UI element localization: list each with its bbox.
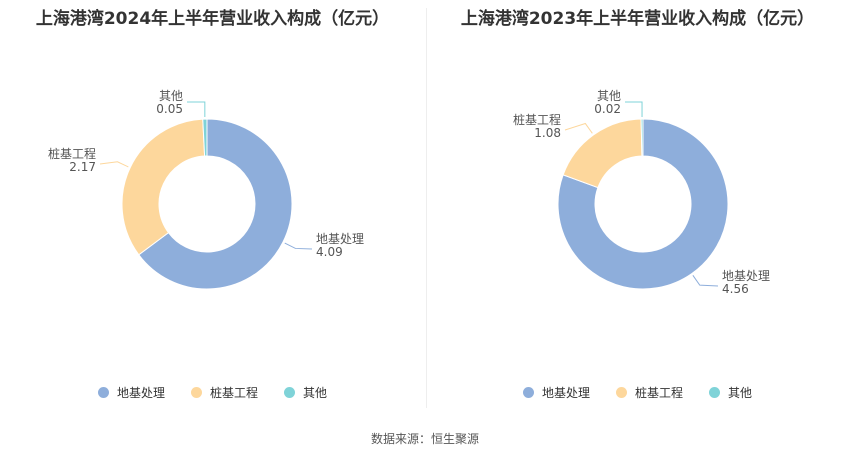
chart-panel-2024: 上海港湾2024年上半年营业收入构成（亿元） 地基处理 4.09 桩基工程 2.17 其… bbox=[0, 0, 425, 420]
legend-item-其他[interactable]: 其他 bbox=[284, 384, 327, 401]
leader-line bbox=[564, 122, 593, 134]
slice-label-name: 地基处理 bbox=[316, 232, 364, 246]
legend-dot-icon bbox=[190, 387, 202, 398]
legend-item-地基处理[interactable]: 地基处理 bbox=[97, 384, 165, 401]
legend: 地基处理 桩基工程 其他 bbox=[425, 384, 850, 401]
leader-line bbox=[284, 242, 313, 250]
leader-line bbox=[187, 101, 206, 118]
pie-slice-地基处理[interactable] bbox=[557, 118, 729, 290]
legend-label: 桩基工程 bbox=[634, 386, 683, 400]
pie-slice-其他[interactable] bbox=[202, 118, 208, 157]
slice-label-name: 地基处理 bbox=[722, 269, 770, 283]
pie-slice-地基处理[interactable] bbox=[138, 118, 293, 290]
pie-slice-桩基工程[interactable] bbox=[562, 118, 643, 189]
legend-item-其他[interactable]: 其他 bbox=[709, 384, 752, 401]
pie-slice-其他[interactable] bbox=[640, 118, 644, 157]
legend-item-地基处理[interactable]: 地基处理 bbox=[522, 384, 590, 401]
panel-divider bbox=[426, 8, 427, 408]
legend-label: 其他 bbox=[303, 386, 328, 400]
legend-item-桩基工程[interactable]: 桩基工程 bbox=[190, 384, 258, 401]
chart-title: 上海港湾2024年上半年营业收入构成（亿元） bbox=[35, 9, 390, 29]
slice-label-name: 桩基工程 bbox=[513, 112, 561, 127]
legend-label: 地基处理 bbox=[116, 386, 165, 400]
leader-line bbox=[692, 274, 719, 287]
legend-label: 地基处理 bbox=[541, 386, 590, 400]
pie-slice-桩基工程[interactable] bbox=[121, 118, 206, 256]
leader-line bbox=[99, 161, 129, 168]
legend-label: 其他 bbox=[728, 386, 753, 400]
legend-item-桩基工程[interactable]: 桩基工程 bbox=[615, 384, 683, 401]
chart-title: 上海港湾2023年上半年营业收入构成（亿元） bbox=[460, 9, 815, 29]
slice-label-value: 2.17 bbox=[69, 160, 96, 174]
legend-dot-icon bbox=[522, 387, 534, 398]
slice-label-name: 其他 bbox=[597, 89, 621, 103]
slice-label-name: 桩基工程 bbox=[48, 146, 96, 161]
legend-dot-icon bbox=[709, 387, 720, 398]
chart-panel-2023: 上海港湾2023年上半年营业收入构成（亿元） 地基处理 4.56 桩基工程 1.08 其… bbox=[425, 0, 850, 420]
slice-label-name: 其他 bbox=[159, 89, 183, 103]
slice-label-value: 1.08 bbox=[534, 126, 561, 140]
legend: 地基处理 桩基工程 其他 bbox=[0, 384, 425, 401]
slice-label-value: 4.09 bbox=[316, 245, 343, 259]
leader-line bbox=[625, 101, 643, 118]
legend-dot-icon bbox=[284, 387, 295, 398]
data-source-footer: 数据来源：恒生聚源 bbox=[370, 432, 479, 446]
slice-label-value: 0.02 bbox=[594, 102, 621, 116]
slice-label-value: 0.05 bbox=[156, 102, 183, 116]
legend-dot-icon bbox=[615, 387, 627, 398]
legend-dot-icon bbox=[97, 387, 109, 398]
slice-label-value: 4.56 bbox=[722, 282, 749, 296]
legend-label: 桩基工程 bbox=[209, 386, 258, 400]
